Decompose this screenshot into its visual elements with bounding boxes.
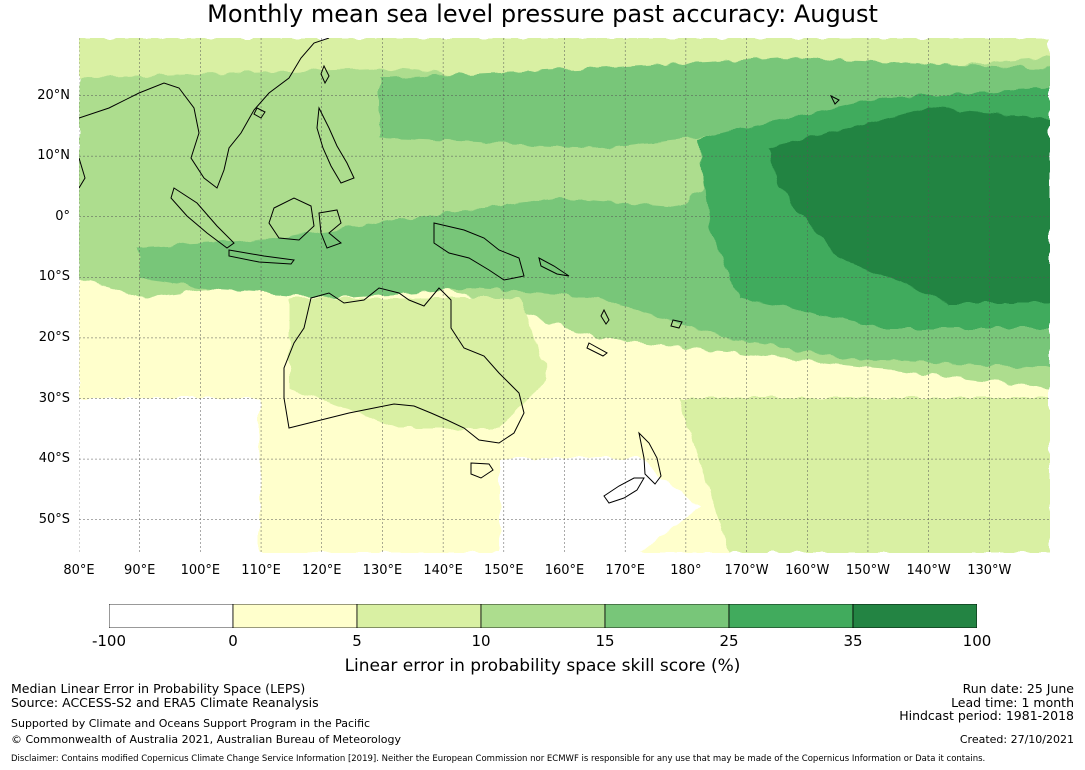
- colorbar-label: Linear error in probability space skill …: [344, 656, 741, 676]
- colorbar-segment: [852, 604, 977, 628]
- coast-australia: [283, 287, 525, 444]
- coast-new-zealand-north: [638, 431, 662, 485]
- coast-philippines: [316, 106, 355, 184]
- lon-tick-label: 130°E: [362, 563, 403, 578]
- colorbar-segment: [109, 604, 234, 628]
- lon-tick-label: 130°W: [967, 563, 1012, 578]
- coast-borneo: [268, 197, 315, 241]
- graticule: [79, 38, 1050, 553]
- footer-hindcast: Hindcast period: 1981-2018: [899, 708, 1074, 723]
- disclaimer: Disclaimer: Contains modified Copernicus…: [11, 754, 986, 764]
- coast-vanuatu: [600, 308, 610, 325]
- lon-tick-label: 90°E: [124, 563, 156, 578]
- coastlines: [79, 38, 840, 504]
- lon-tick-label: 160°W: [785, 563, 830, 578]
- colorbar-tick-label: 0: [228, 632, 238, 650]
- chart-title: Monthly mean sea level pressure past acc…: [207, 0, 878, 28]
- footer-created: Created: 27/10/2021: [959, 733, 1074, 746]
- footer-lead-time: Lead time: 1 month: [951, 695, 1074, 710]
- coast-hawaii: [829, 94, 840, 105]
- colorbar-tick-label: 35: [843, 632, 863, 650]
- coast-java: [228, 249, 295, 265]
- colorbar-tick-label: 5: [352, 632, 362, 650]
- colorbar-segment: [356, 604, 482, 628]
- colorbar-tick-label: 15: [595, 632, 615, 650]
- lon-tick-label: 110°E: [241, 563, 281, 578]
- lon-tick-label: 150°W: [845, 563, 891, 578]
- coast-hainan: [253, 107, 266, 119]
- colorbar-segment: [480, 604, 606, 628]
- lat-tick-label: 10°N: [37, 148, 70, 164]
- lon-tick-label: 140°W: [906, 563, 951, 578]
- colorbar-segment: [728, 604, 854, 628]
- lon-tick-label: 160°E: [544, 563, 585, 578]
- colorbar-tick-label: 100: [962, 632, 992, 650]
- colorbar-tick-label: 10: [471, 632, 491, 650]
- lat-tick-label: 20°N: [37, 87, 70, 103]
- colorbar-segment: [232, 604, 358, 628]
- coast-new-zealand-south: [603, 477, 645, 504]
- field-zone-tasman-white: [499, 458, 699, 553]
- lat-tick-label: 30°S: [38, 390, 70, 406]
- lon-tick-label: 180°: [670, 563, 702, 578]
- lon-tick-label: 100°E: [180, 563, 221, 578]
- footer-source: Source: ACCESS-S2 and ERA5 Climate Reana…: [11, 695, 319, 710]
- lat-tick-label: 10°S: [38, 269, 70, 285]
- lon-tick-label: 170°W: [724, 563, 769, 578]
- lat-tick-label: 20°S: [38, 329, 70, 345]
- lat-tick-label: 50°S: [38, 511, 70, 527]
- footer-support: Supported by Climate and Oceans Support …: [11, 717, 371, 730]
- lon-tick-label: 80°E: [63, 563, 95, 578]
- coast-new-guinea: [433, 222, 525, 281]
- footer-run-date: Run date: 25 June: [962, 681, 1074, 696]
- coast-sulawesi: [318, 209, 342, 249]
- coast-taiwan: [320, 64, 330, 85]
- colorbar: [109, 604, 977, 628]
- coast-asia-mainland: [79, 38, 330, 189]
- colorbar-tick-label: -100: [91, 632, 127, 650]
- lon-tick-label: 170°E: [605, 563, 645, 578]
- coast-fiji: [670, 319, 683, 329]
- field-zone-southwest-white: [79, 398, 259, 553]
- colorbar-tick-label: 25: [719, 632, 739, 650]
- lon-tick-label: 140°E: [423, 563, 463, 578]
- lat-tick-label: 0°: [55, 208, 70, 224]
- field-zone-australia-5: [289, 298, 549, 428]
- coast-new-caledonia: [586, 342, 608, 357]
- field-zone-south-5: [679, 398, 1050, 553]
- lon-tick-label: 150°E: [484, 563, 524, 578]
- lon-tick-label: 120°E: [301, 563, 342, 578]
- colorbar-segment: [604, 604, 730, 628]
- field-zone-east-35: [769, 108, 1050, 303]
- footer-method: Median Linear Error in Probability Space…: [11, 681, 306, 696]
- coast-solomons: [538, 257, 570, 277]
- coast-sumatra: [170, 187, 235, 249]
- footer-copyright: © Commonwealth of Australia 2021, Austra…: [11, 733, 401, 746]
- skill-score-map: [79, 38, 1050, 553]
- field-zone-north-15: [379, 58, 1050, 148]
- coast-tasmania: [470, 462, 494, 479]
- lat-tick-label: 40°S: [38, 451, 70, 467]
- coast-india: [79, 157, 86, 189]
